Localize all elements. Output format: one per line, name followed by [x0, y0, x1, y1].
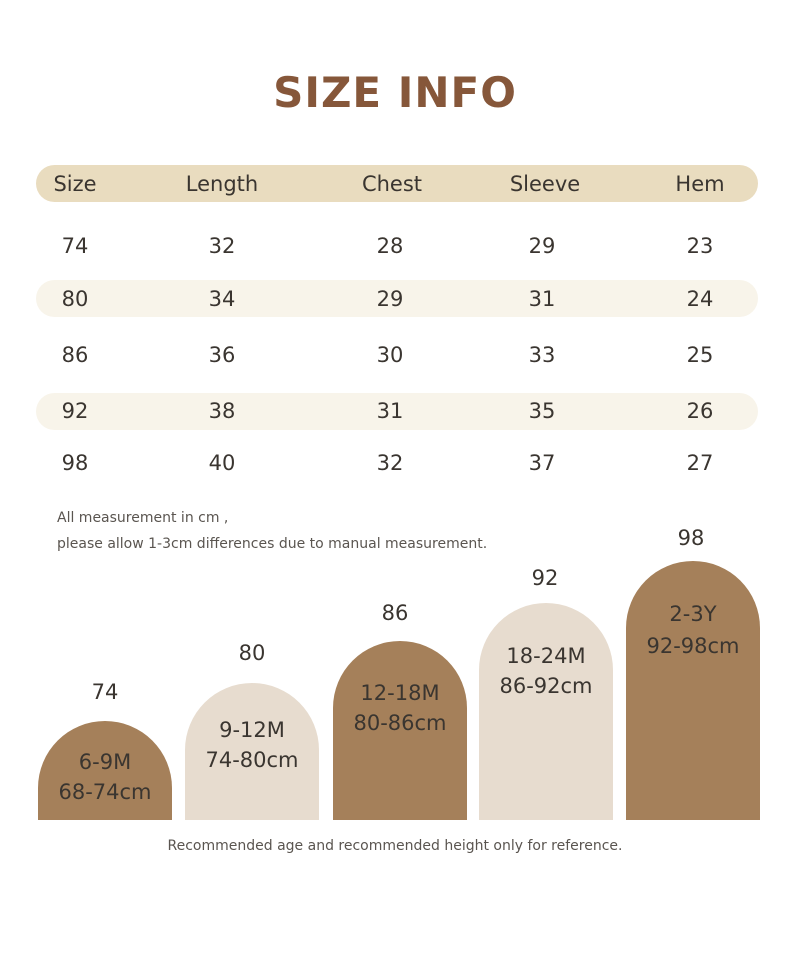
arch-age: 18-24M: [506, 644, 586, 668]
table-cell: 30: [376, 343, 404, 367]
table-cell: 33: [528, 343, 556, 367]
header-hem: Hem: [675, 172, 725, 196]
size-arch: 18-24M 86-92cm: [479, 603, 613, 820]
measurement-note: please allow 1-3cm differences due to ma…: [57, 536, 488, 552]
table-cell: 28: [376, 234, 404, 258]
table-cell: 24: [686, 287, 714, 311]
table-cell: 74: [61, 234, 89, 258]
arch-height: 80-86cm: [353, 711, 447, 735]
table-cell: 36: [208, 343, 236, 367]
table-cell: 26: [686, 399, 714, 423]
table-cell: 29: [376, 287, 404, 311]
table-cell: 92: [61, 399, 89, 423]
page-title: SIZE INFO: [273, 68, 517, 117]
arch-size-label: 92: [531, 566, 559, 590]
arch-age: 6-9M: [78, 750, 132, 774]
arch-size-label: 80: [238, 641, 266, 665]
table-row-band: [36, 393, 758, 430]
table-cell: 35: [528, 399, 556, 423]
table-cell: 27: [686, 451, 714, 475]
arch-age: 2-3Y: [669, 602, 717, 626]
arch-height: 86-92cm: [499, 674, 593, 698]
table-cell: 98: [61, 451, 89, 475]
table-cell: 32: [208, 234, 236, 258]
size-arch: 6-9M 68-74cm: [38, 721, 172, 820]
table-header-band: [36, 165, 758, 202]
table-cell: 29: [528, 234, 556, 258]
header-length: Length: [185, 172, 259, 196]
table-cell: 86: [61, 343, 89, 367]
header-size: Size: [53, 172, 97, 196]
arch-height: 92-98cm: [646, 634, 740, 658]
table-cell: 34: [208, 287, 236, 311]
table-cell: 32: [376, 451, 404, 475]
measurement-note: All measurement in cm ,: [57, 510, 229, 526]
arch-height: 74-80cm: [205, 748, 299, 772]
table-cell: 31: [376, 399, 404, 423]
size-arch: 9-12M 74-80cm: [185, 683, 319, 820]
arch-size-label: 74: [91, 680, 119, 704]
arch-size-label: 86: [381, 601, 409, 625]
arch-height: 68-74cm: [58, 780, 152, 804]
size-arch: 12-18M 80-86cm: [333, 641, 467, 820]
table-cell: 31: [528, 287, 556, 311]
table-cell: 25: [686, 343, 714, 367]
arch-age: 9-12M: [219, 718, 285, 742]
table-cell: 40: [208, 451, 236, 475]
header-sleeve: Sleeve: [509, 172, 581, 196]
table-cell: 38: [208, 399, 236, 423]
header-chest: Chest: [361, 172, 423, 196]
size-arch: 2-3Y 92-98cm: [626, 561, 760, 820]
arch-age: 12-18M: [360, 681, 440, 705]
table-cell: 23: [686, 234, 714, 258]
footer-note: Recommended age and recommended height o…: [167, 838, 623, 854]
table-row-band: [36, 280, 758, 317]
arch-size-label: 98: [677, 526, 705, 550]
table-cell: 80: [61, 287, 89, 311]
table-cell: 37: [528, 451, 556, 475]
